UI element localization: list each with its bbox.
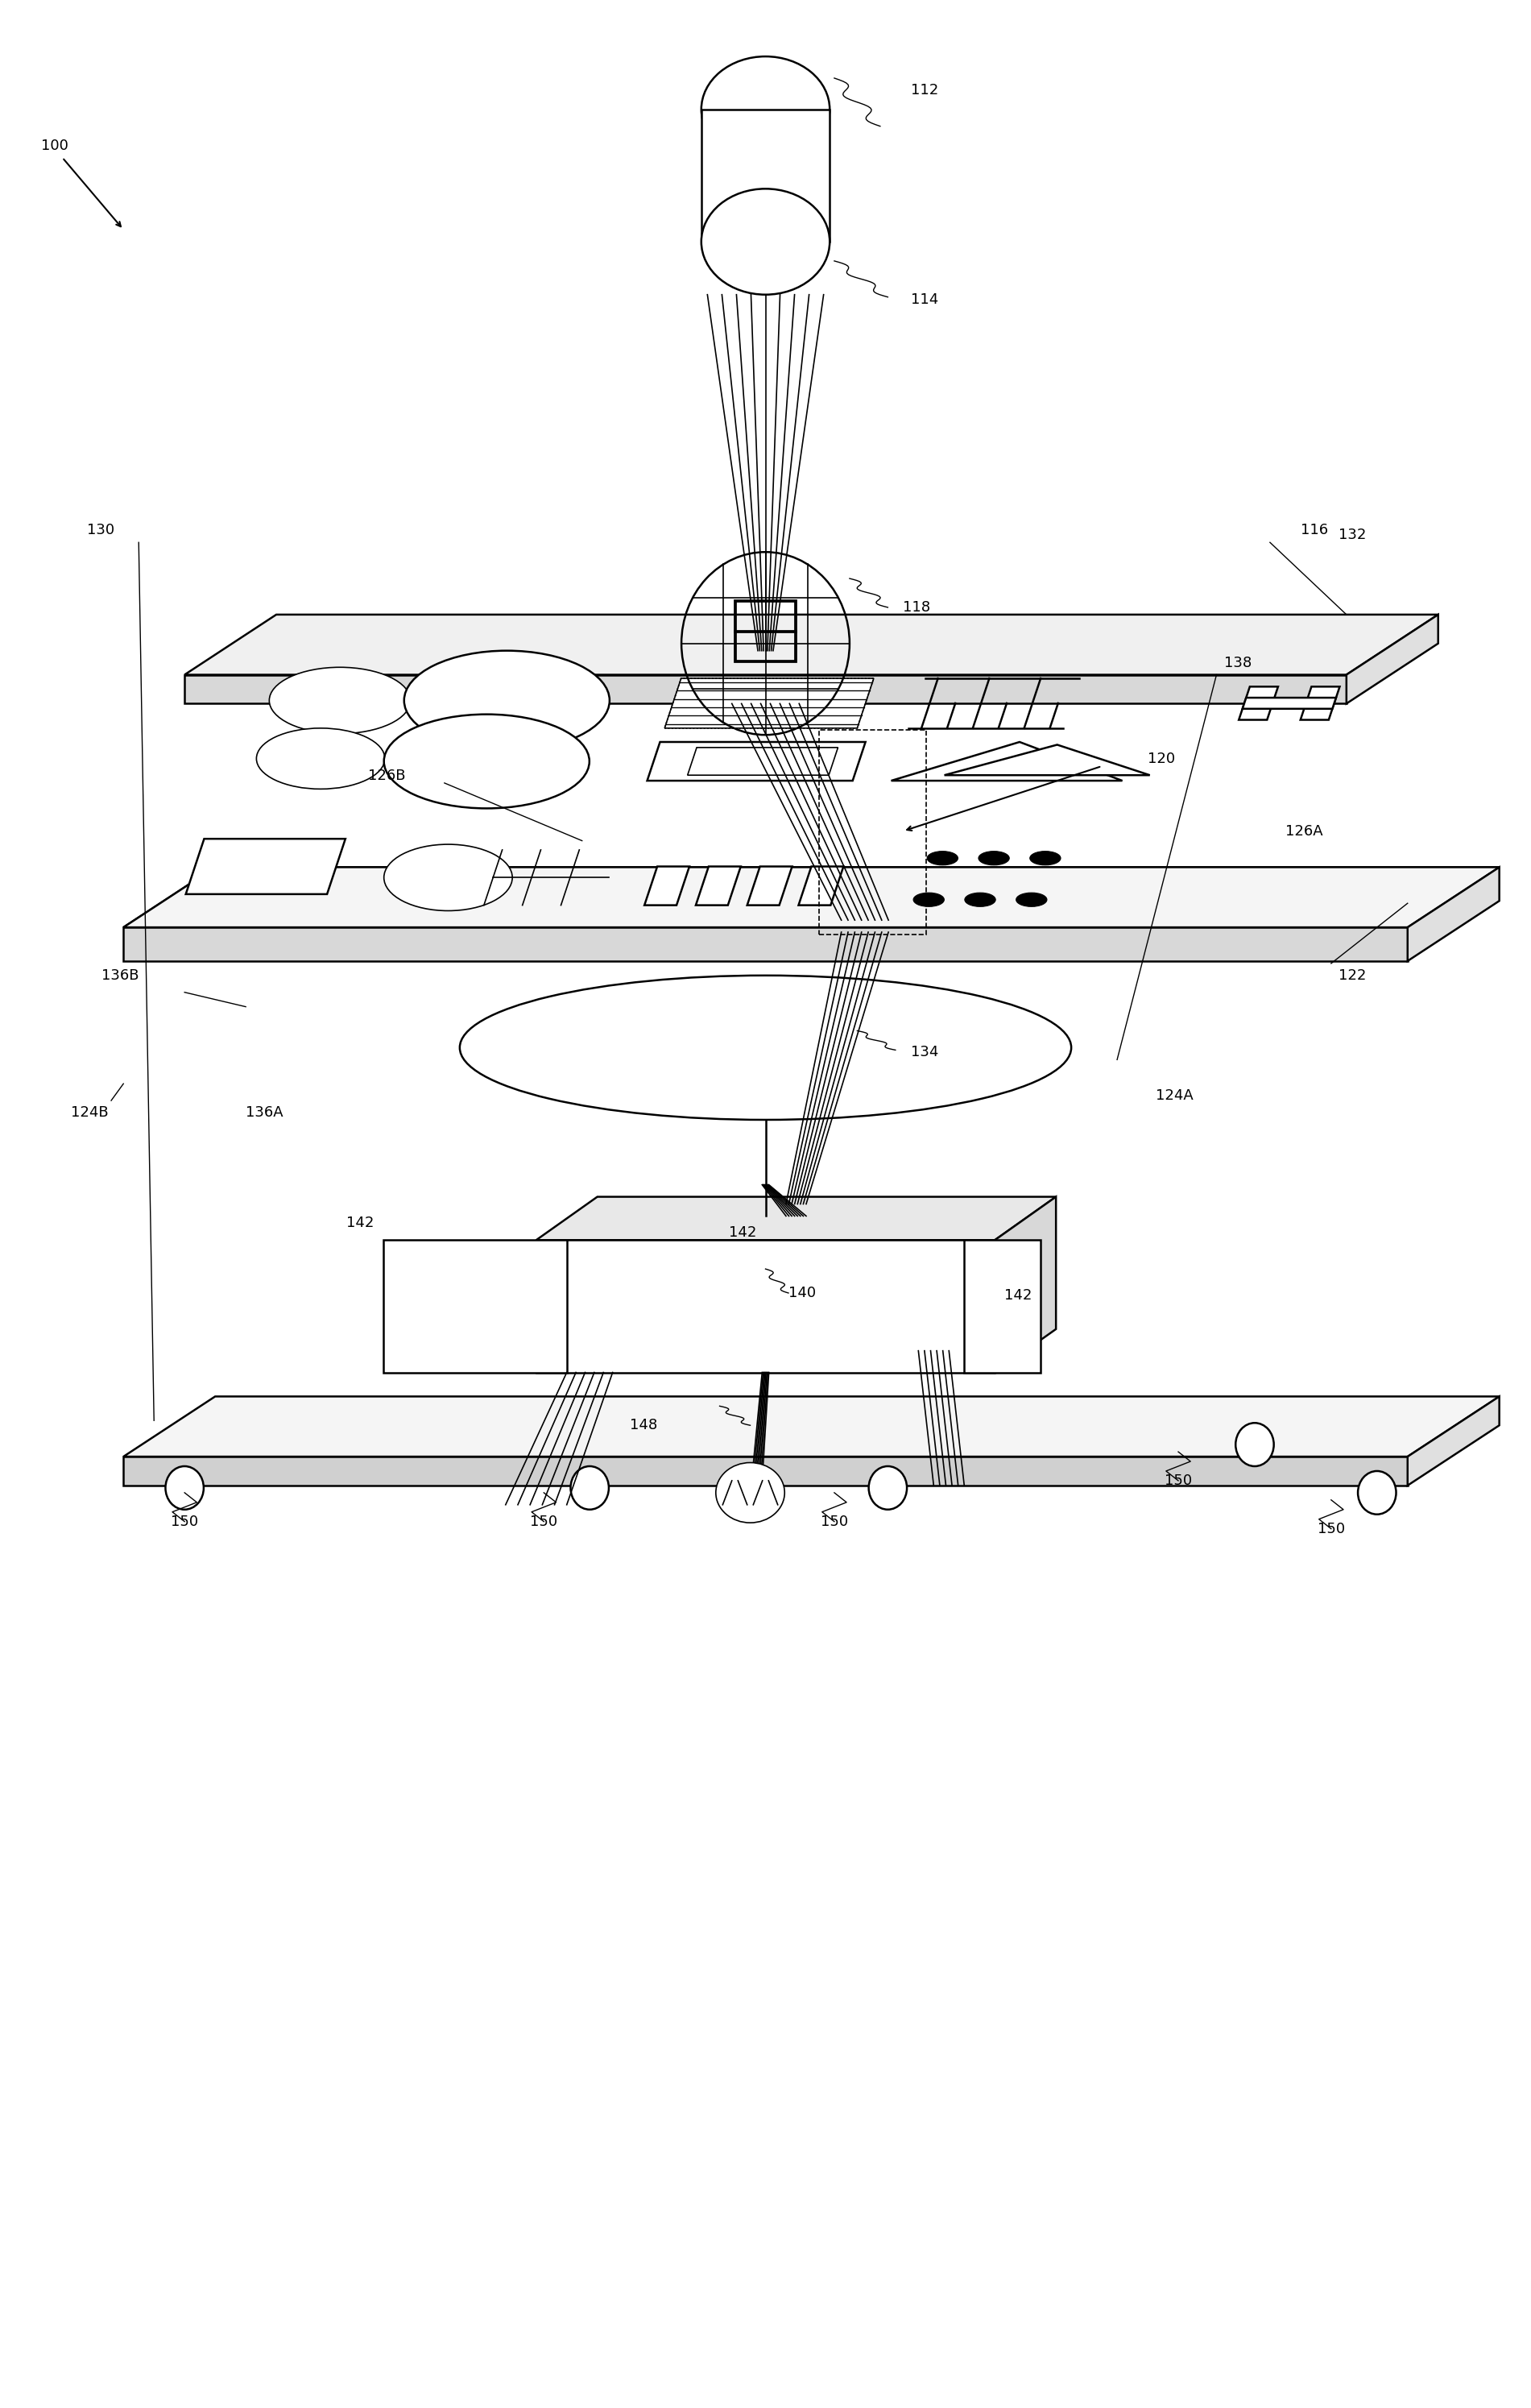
Polygon shape bbox=[648, 742, 865, 780]
Text: 150: 150 bbox=[1165, 1474, 1193, 1488]
Polygon shape bbox=[124, 867, 1499, 927]
Ellipse shape bbox=[717, 1462, 784, 1522]
Ellipse shape bbox=[965, 893, 995, 905]
Ellipse shape bbox=[928, 852, 958, 864]
Text: 148: 148 bbox=[629, 1418, 657, 1433]
Polygon shape bbox=[383, 1240, 566, 1373]
Text: 122: 122 bbox=[1338, 968, 1367, 982]
Ellipse shape bbox=[701, 188, 830, 294]
Text: 142: 142 bbox=[1004, 1288, 1032, 1303]
Text: 142: 142 bbox=[729, 1226, 756, 1240]
Ellipse shape bbox=[868, 1466, 906, 1510]
Text: 136B: 136B bbox=[101, 968, 139, 982]
Text: 112: 112 bbox=[911, 82, 939, 96]
Text: 126A: 126A bbox=[1286, 824, 1323, 838]
Ellipse shape bbox=[571, 1466, 609, 1510]
Polygon shape bbox=[124, 867, 1499, 927]
Ellipse shape bbox=[256, 727, 384, 790]
Polygon shape bbox=[664, 679, 874, 727]
Polygon shape bbox=[747, 867, 792, 905]
Ellipse shape bbox=[1358, 1471, 1396, 1515]
Text: 116: 116 bbox=[1300, 523, 1327, 537]
Polygon shape bbox=[1407, 867, 1499, 961]
Polygon shape bbox=[891, 742, 1122, 780]
Ellipse shape bbox=[1236, 1423, 1274, 1466]
Text: 126B: 126B bbox=[367, 768, 406, 783]
Ellipse shape bbox=[914, 893, 945, 905]
Polygon shape bbox=[536, 1240, 995, 1373]
Text: 118: 118 bbox=[903, 600, 931, 614]
Polygon shape bbox=[124, 927, 1407, 961]
Ellipse shape bbox=[165, 1466, 204, 1510]
Text: 130: 130 bbox=[87, 523, 115, 537]
Polygon shape bbox=[1243, 698, 1337, 708]
Polygon shape bbox=[687, 746, 837, 775]
Polygon shape bbox=[965, 1240, 1041, 1373]
Polygon shape bbox=[701, 108, 830, 241]
Text: 120: 120 bbox=[1148, 751, 1176, 766]
Polygon shape bbox=[185, 614, 1438, 674]
Text: 150: 150 bbox=[171, 1515, 199, 1529]
Polygon shape bbox=[185, 674, 1346, 703]
Text: 124B: 124B bbox=[70, 1105, 109, 1120]
Text: 150: 150 bbox=[530, 1515, 557, 1529]
Polygon shape bbox=[124, 1457, 1407, 1486]
Polygon shape bbox=[995, 1197, 1056, 1373]
Ellipse shape bbox=[1030, 852, 1061, 864]
Polygon shape bbox=[645, 867, 689, 905]
Ellipse shape bbox=[384, 845, 513, 910]
Ellipse shape bbox=[1017, 893, 1047, 905]
Polygon shape bbox=[945, 744, 1150, 775]
Polygon shape bbox=[1239, 686, 1278, 720]
Ellipse shape bbox=[701, 55, 830, 161]
Text: 138: 138 bbox=[1225, 655, 1252, 669]
Polygon shape bbox=[799, 867, 844, 905]
Polygon shape bbox=[1300, 686, 1340, 720]
Ellipse shape bbox=[384, 715, 589, 809]
Ellipse shape bbox=[459, 975, 1072, 1120]
Text: 100: 100 bbox=[41, 137, 69, 152]
Polygon shape bbox=[536, 1197, 1056, 1240]
Text: 150: 150 bbox=[1317, 1522, 1344, 1536]
Ellipse shape bbox=[269, 667, 410, 734]
Polygon shape bbox=[185, 838, 346, 893]
Polygon shape bbox=[695, 867, 741, 905]
Text: 150: 150 bbox=[821, 1515, 848, 1529]
Text: 140: 140 bbox=[788, 1286, 816, 1300]
Text: 124A: 124A bbox=[1156, 1088, 1193, 1103]
Ellipse shape bbox=[978, 852, 1009, 864]
Text: 114: 114 bbox=[911, 291, 939, 306]
Text: 142: 142 bbox=[346, 1216, 374, 1230]
Text: 132: 132 bbox=[1338, 527, 1367, 542]
Ellipse shape bbox=[404, 650, 609, 751]
Polygon shape bbox=[124, 1397, 1499, 1457]
Text: 134: 134 bbox=[911, 1045, 939, 1060]
Polygon shape bbox=[1407, 1397, 1499, 1486]
Text: 136A: 136A bbox=[245, 1105, 283, 1120]
Polygon shape bbox=[1346, 614, 1438, 703]
